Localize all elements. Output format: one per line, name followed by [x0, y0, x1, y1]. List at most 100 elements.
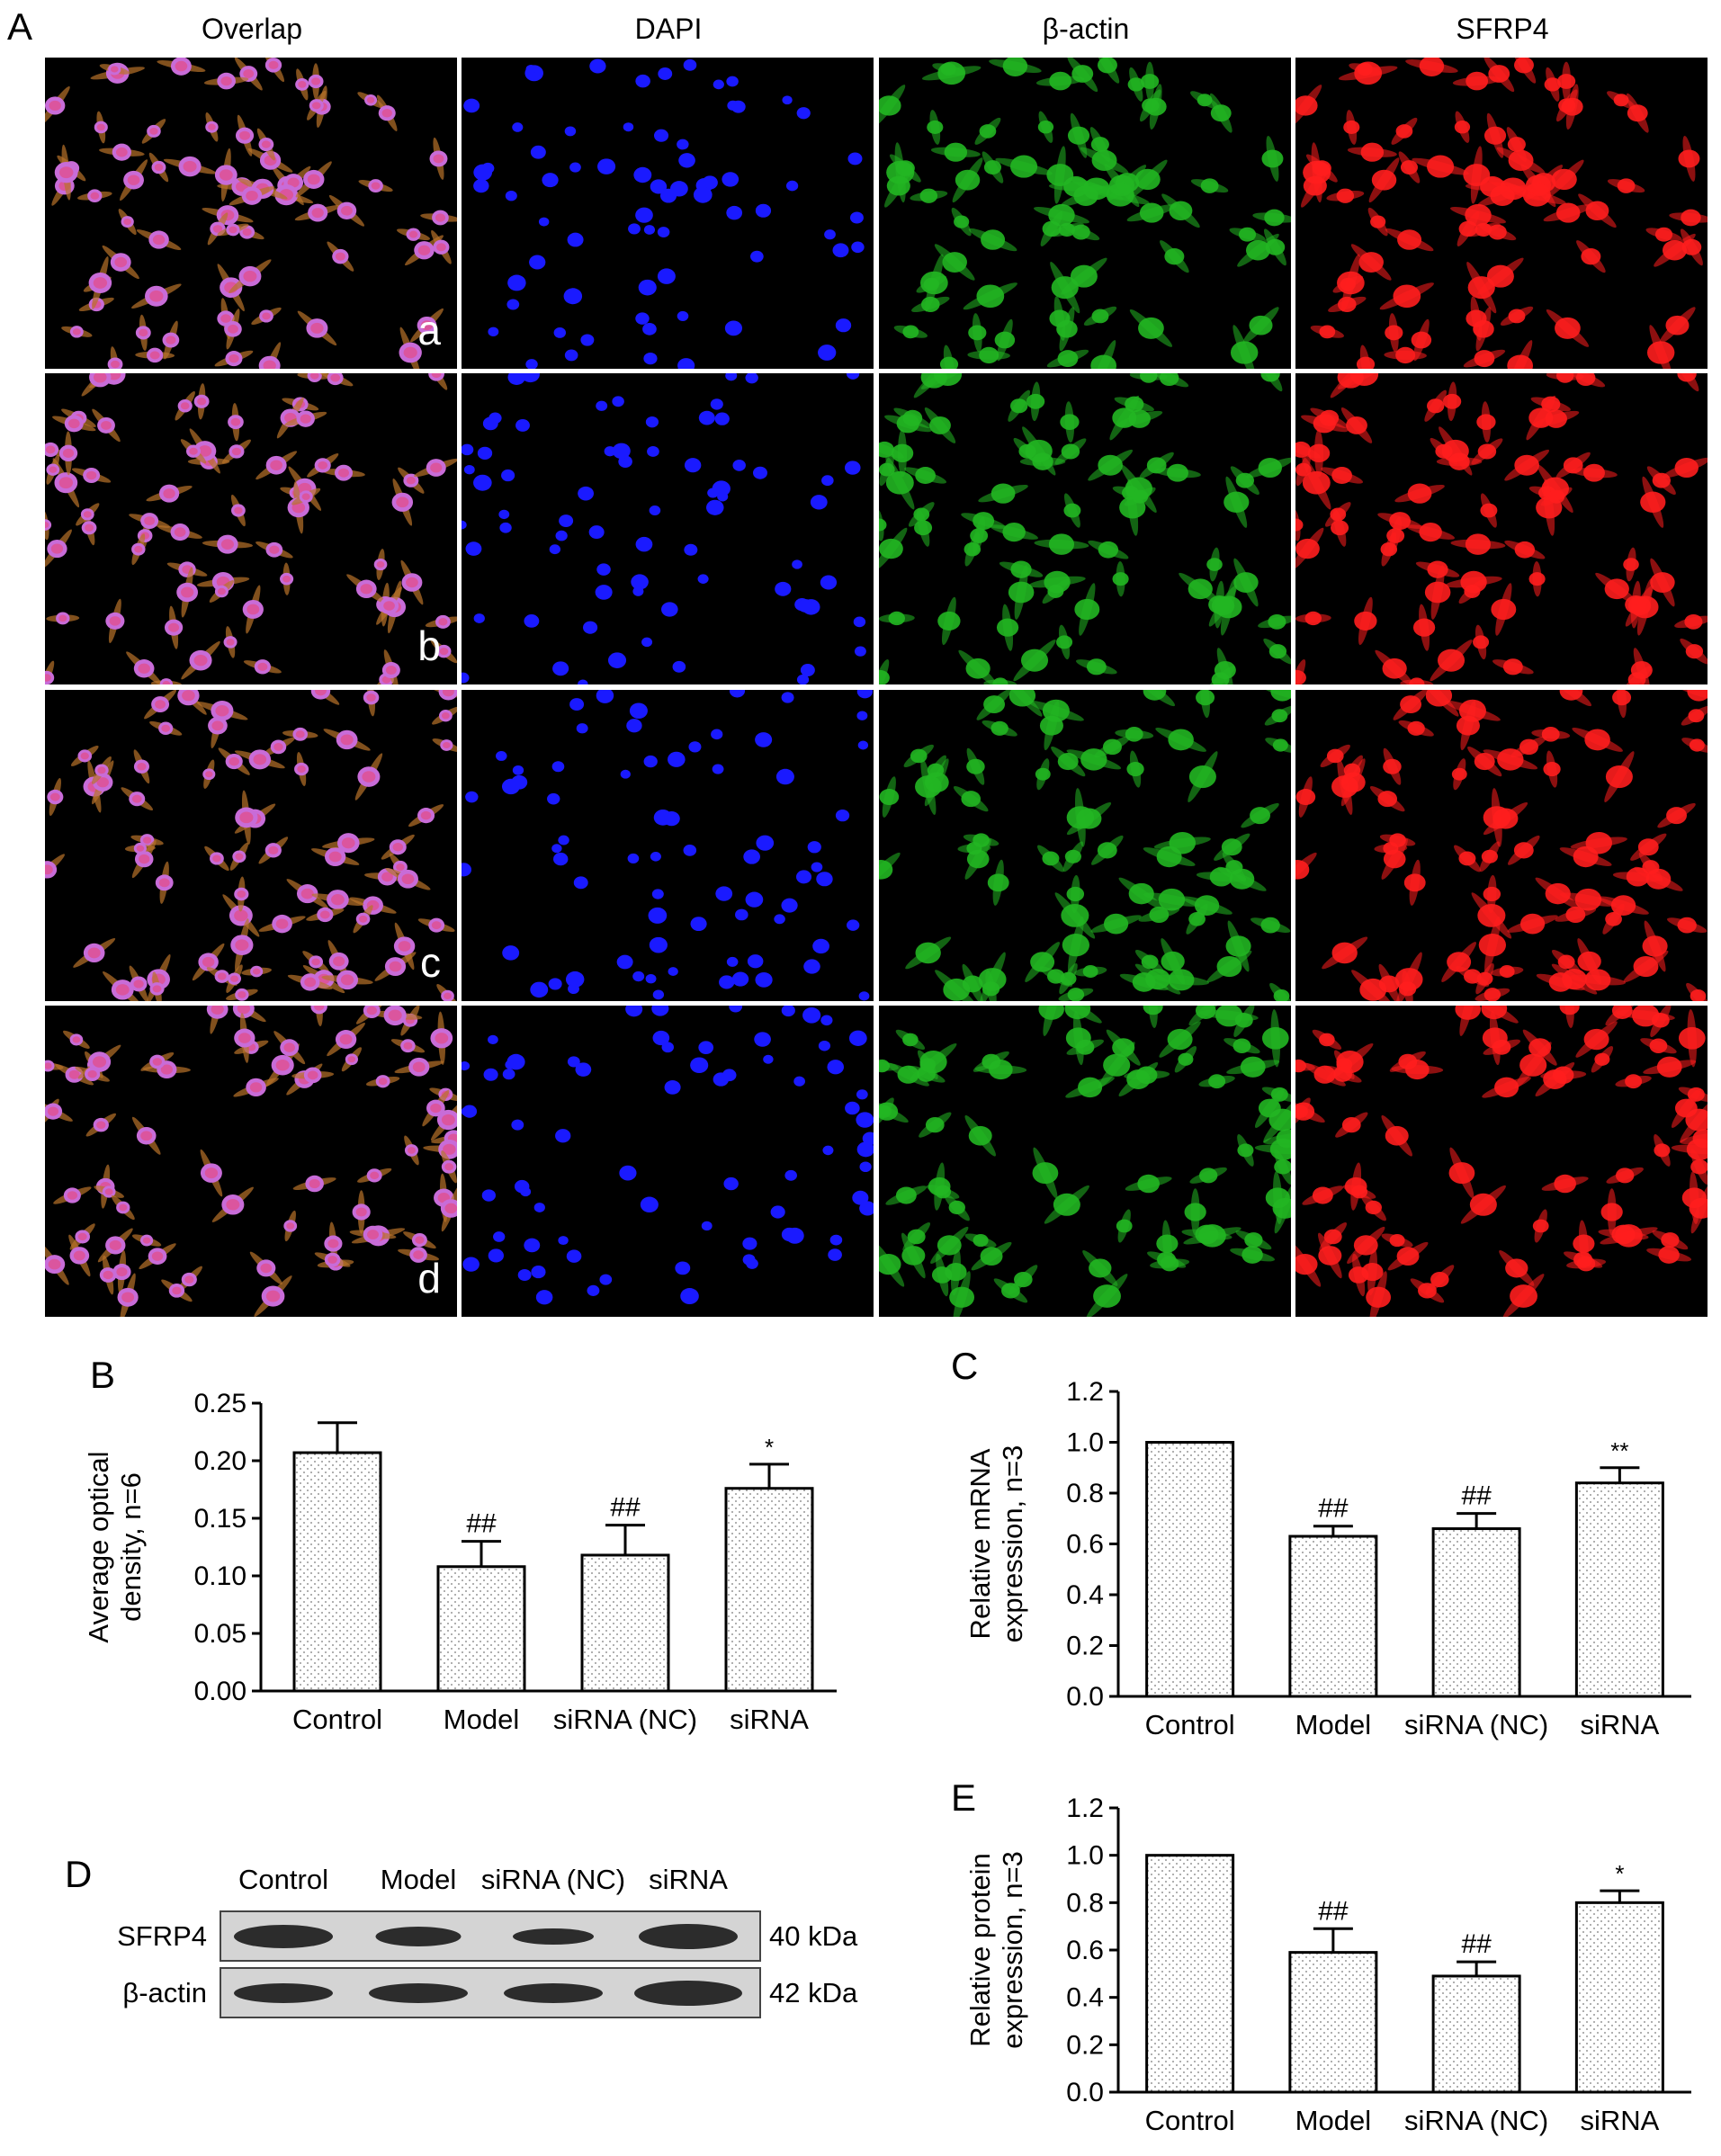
blot-band: [639, 1924, 738, 1949]
panel-label-d: D: [65, 1853, 93, 1895]
significance-mark: ##: [1461, 1481, 1492, 1511]
bar: [436, 1565, 526, 1693]
bar: [1145, 1854, 1235, 2094]
blot-band: [634, 1981, 742, 2006]
micrograph-beta-actin-a: [879, 58, 1291, 369]
micrograph-overlap-c: c: [45, 690, 457, 1001]
row-label-c: c: [420, 939, 441, 986]
blot-band: [369, 1983, 468, 2003]
y-tick-label: 0.0: [1066, 2078, 1104, 2107]
chart-b: 0.00 0.05 0.10 0.15 0.20 0.25 Average opticald…: [83, 1389, 837, 1735]
x-tick-label: Model: [1295, 2105, 1371, 2136]
y-tick-label: 0.00: [194, 1677, 246, 1706]
column-header-3: SFRP4: [1456, 13, 1549, 45]
significance-mark: *: [1615, 1860, 1624, 1887]
x-tick-label: siRNA: [1580, 2105, 1659, 2136]
y-tick-label: 0.20: [194, 1446, 246, 1476]
bar: [1574, 1901, 1664, 2094]
x-tick-label: Model: [444, 1704, 519, 1735]
micrograph-dapi-b: [462, 373, 874, 684]
micrograph-sfrp4-d: [1295, 1006, 1708, 1317]
x-tick-label: siRNA: [730, 1704, 809, 1735]
micrograph-beta-actin-c: [879, 690, 1291, 1001]
bar: [1288, 1534, 1378, 1698]
y-tick-label: 0.4: [1066, 1580, 1104, 1610]
x-tick-label: siRNA (NC): [1404, 2105, 1548, 2136]
lane-label: siRNA: [649, 1864, 728, 1895]
micrograph-dapi-a: [462, 58, 874, 369]
bar: [1574, 1481, 1664, 1698]
chart-c: 0.0 0.2 0.4 0.6 0.8 1.0 1.2 Relative mRNAexpres…: [964, 1377, 1691, 1740]
micrograph-overlap-a: a: [45, 58, 457, 369]
y-tick-label: 0.2: [1066, 1632, 1104, 1661]
x-tick-label: Model: [1295, 1709, 1371, 1740]
x-tick-label: siRNA (NC): [1404, 1709, 1548, 1740]
blot-band: [513, 1928, 594, 1945]
significance-mark: **: [1610, 1437, 1628, 1464]
significance-mark: ##: [466, 1509, 497, 1539]
micrograph-sfrp4-a: [1295, 58, 1708, 369]
y-tick-label: 1.0: [1066, 1428, 1104, 1458]
chart-e: 0.0 0.2 0.4 0.6 0.8 1.0 1.2 Relative proteinexp…: [964, 1794, 1691, 2136]
lane-label: siRNA (NC): [481, 1864, 625, 1895]
panel-label-a: A: [7, 5, 33, 48]
column-header-1: DAPI: [634, 13, 703, 45]
x-tick-label: Control: [1145, 1709, 1235, 1740]
band-size-label: 42 kDa: [769, 1977, 858, 2008]
panel-label-e: E: [951, 1776, 977, 1819]
y-axis-label: Average opticaldensity, n=6: [83, 1451, 147, 1642]
blot-band: [375, 1927, 462, 1946]
significance-mark: ##: [610, 1493, 641, 1523]
blot-band: [234, 1983, 333, 2003]
column-header-2: β-actin: [1042, 13, 1130, 45]
panel-label-c: C: [951, 1345, 979, 1387]
blot-band: [504, 1983, 603, 2003]
band-name-label: β-actin: [122, 1977, 207, 2008]
y-tick-label: 0.15: [194, 1504, 246, 1534]
micrograph-sfrp4-c: [1295, 690, 1708, 1001]
y-tick-label: 0.8: [1066, 1479, 1104, 1508]
y-tick-label: 0.25: [194, 1389, 246, 1418]
lane-label: Model: [381, 1864, 456, 1895]
x-tick-label: siRNA (NC): [553, 1704, 697, 1735]
y-tick-label: 0.6: [1066, 1530, 1104, 1560]
y-tick-label: 1.2: [1066, 1377, 1104, 1407]
y-tick-label: 0.10: [194, 1561, 246, 1591]
micrograph-sfrp4-b: [1295, 373, 1708, 684]
bar: [1145, 1441, 1235, 1698]
y-axis-label: Relative mRNAexpression, n=3: [964, 1445, 1028, 1643]
y-tick-label: 0.2: [1066, 2030, 1104, 2060]
y-tick-label: 0.0: [1066, 1682, 1104, 1712]
bar: [292, 1451, 382, 1693]
y-axis-label: Relative proteinexpression, n=3: [964, 1851, 1028, 2049]
x-tick-label: Control: [292, 1704, 382, 1735]
micrograph-dapi-c: [462, 690, 874, 1001]
column-header-0: Overlap: [201, 13, 303, 45]
bar: [1431, 1527, 1521, 1698]
x-tick-label: Control: [1145, 2105, 1235, 2136]
western-blot: Control Model siRNA (NC) siRNA SFRP4 40 kDa β-…: [117, 1864, 858, 2018]
significance-mark: ##: [1461, 1929, 1492, 1959]
micrograph-dapi-d: [462, 1006, 874, 1317]
y-tick-label: 1.0: [1066, 1841, 1104, 1871]
micrograph-overlap-d: d: [45, 1006, 457, 1317]
micrograph-beta-actin-b: [879, 373, 1291, 684]
band-size-label: 40 kDa: [769, 1920, 858, 1952]
micrograph-overlap-b: b: [45, 373, 457, 684]
micrograph-beta-actin-d: [879, 1006, 1291, 1317]
bar: [1431, 1974, 1521, 2094]
y-tick-label: 0.8: [1066, 1888, 1104, 1918]
band-name-label: SFRP4: [117, 1920, 207, 1952]
bar: [580, 1553, 670, 1693]
y-tick-label: 1.2: [1066, 1794, 1104, 1823]
bar: [724, 1487, 814, 1693]
blot-band: [234, 1925, 333, 1948]
row-label-a: a: [417, 307, 441, 353]
y-tick-label: 0.6: [1066, 1936, 1104, 1965]
y-tick-label: 0.4: [1066, 1983, 1104, 2013]
panel-label-b: B: [90, 1354, 116, 1396]
x-tick-label: siRNA: [1580, 1709, 1659, 1740]
bar: [1288, 1951, 1378, 2094]
y-tick-label: 0.05: [194, 1619, 246, 1649]
lane-label: Control: [238, 1864, 328, 1895]
